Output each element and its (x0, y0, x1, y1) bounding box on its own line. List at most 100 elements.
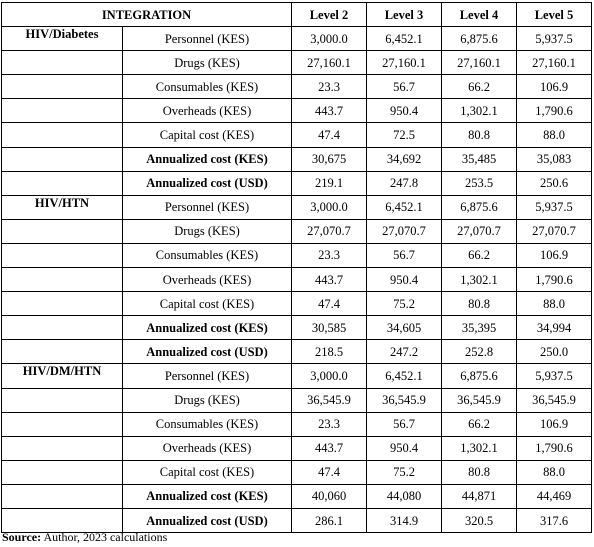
row-label: Annualized cost (USD) (122, 339, 292, 365)
group-spacer (1, 267, 123, 293)
table-row: Annualized cost (USD) 219.1 247.8 253.5 250.… (1, 170, 592, 196)
row-label: Consumables (KES) (122, 411, 292, 437)
cell-level-4: 80.8 (441, 122, 517, 148)
group-spacer (1, 411, 123, 437)
row-label: Annualized cost (KES) (122, 146, 292, 172)
cell-level-4: 1,302.1 (441, 98, 517, 124)
cell-level-4: 6,875.6 (441, 194, 517, 220)
table-row: Overheads (KES) 443.7 950.4 1,302.1 1,790.6 (1, 98, 592, 124)
group-spacer (1, 242, 123, 269)
group-spacer (1, 146, 123, 172)
cell-level-5: 5,937.5 (516, 194, 592, 220)
cell-level-2: 27,070.7 (291, 218, 367, 244)
cell-level-5: 250.0 (516, 339, 592, 365)
group-spacer (1, 170, 123, 196)
header-level-3: Level 3 (366, 1, 442, 28)
cell-level-4: 1,302.1 (441, 267, 517, 293)
table-row: Annualized cost (KES) 30,675 34,692 35,485 3… (1, 146, 592, 172)
cell-level-3: 72.5 (366, 122, 442, 148)
cell-level-3: 950.4 (366, 267, 442, 293)
row-label: Personnel (KES) (122, 26, 292, 52)
cell-level-2: 219.1 (291, 170, 367, 196)
cell-level-5: 5,937.5 (516, 363, 592, 389)
cell-level-3: 36,545.9 (366, 387, 442, 413)
table-row: Annualized cost (USD) 286.1 314.9 320.5 317.… (1, 507, 592, 534)
table-row: Consumables (KES) 23.3 56.7 66.2 106.9 (1, 242, 592, 269)
cell-level-5: 1,790.6 (516, 98, 592, 124)
row-label: Personnel (KES) (122, 363, 292, 389)
cell-level-4: 66.2 (441, 411, 517, 437)
cell-level-3: 6,452.1 (366, 26, 442, 52)
group-spacer (1, 339, 123, 365)
cell-level-5: 5,937.5 (516, 26, 592, 52)
header-integration: INTEGRATION (1, 1, 292, 28)
row-label: Drugs (KES) (122, 387, 292, 413)
table-row: HIV/HTN Personnel (KES) 3,000.0 6,452.1 6,87… (1, 194, 592, 220)
cell-level-2: 47.4 (291, 459, 367, 485)
cell-level-2: 443.7 (291, 98, 367, 124)
cell-level-2: 47.4 (291, 291, 367, 317)
table-row: Drugs (KES) 27,070.7 27,070.7 27,070.7 27,07… (1, 218, 592, 244)
row-label: Annualized cost (KES) (122, 483, 292, 509)
cell-level-5: 1,790.6 (516, 267, 592, 293)
cell-level-4: 320.5 (441, 507, 517, 534)
cell-level-5: 35,083 (516, 146, 592, 172)
cell-level-3: 6,452.1 (366, 363, 442, 389)
cell-level-5: 317.6 (516, 507, 592, 534)
cell-level-3: 950.4 (366, 435, 442, 461)
cell-level-2: 30,675 (291, 146, 367, 172)
cell-level-4: 253.5 (441, 170, 517, 196)
group-spacer (1, 459, 123, 485)
cell-level-5: 250.6 (516, 170, 592, 196)
row-label: Overheads (KES) (122, 435, 292, 461)
row-label: Capital cost (KES) (122, 459, 292, 485)
cell-level-3: 56.7 (366, 242, 442, 269)
cell-level-5: 36,545.9 (516, 387, 592, 413)
cell-level-2: 47.4 (291, 122, 367, 148)
cell-level-4: 80.8 (441, 459, 517, 485)
cell-level-2: 218.5 (291, 339, 367, 365)
table-row: Capital cost (KES) 47.4 75.2 80.8 88.0 (1, 291, 592, 317)
header-level-2: Level 2 (291, 1, 367, 28)
row-label: Annualized cost (USD) (122, 170, 292, 196)
cost-table: INTEGRATION Level 2 Level 3 Level 4 Leve… (1, 1, 592, 534)
row-label: Annualized cost (KES) (122, 315, 292, 341)
source-note: Source: Author, 2023 calculations (2, 530, 167, 545)
cell-level-2: 23.3 (291, 74, 367, 100)
header-row: INTEGRATION Level 2 Level 3 Level 4 Leve… (1, 1, 592, 28)
cell-level-3: 247.8 (366, 170, 442, 196)
cell-level-3: 44,080 (366, 483, 442, 509)
cell-level-4: 44,871 (441, 483, 517, 509)
group-spacer (1, 122, 123, 148)
cell-level-3: 950.4 (366, 98, 442, 124)
source-label: Source: (2, 530, 42, 544)
cell-level-3: 6,452.1 (366, 194, 442, 220)
table-row: Annualized cost (KES) 30,585 34,605 35,395 3… (1, 315, 592, 341)
cell-level-4: 252.8 (441, 339, 517, 365)
group-spacer (1, 74, 123, 100)
source-text: Author, 2023 calculations (41, 530, 168, 544)
table-row: Annualized cost (KES) 40,060 44,080 44,871 4… (1, 483, 592, 509)
cell-level-4: 80.8 (441, 291, 517, 317)
table-row: Drugs (KES) 36,545.9 36,545.9 36,545.9 36,54… (1, 387, 592, 413)
cell-level-3: 27,160.1 (366, 50, 442, 76)
group-spacer (1, 315, 123, 341)
cell-level-3: 75.2 (366, 291, 442, 317)
group-label: HIV/Diabetes (1, 26, 123, 52)
cell-level-4: 1,302.1 (441, 435, 517, 461)
cell-level-5: 27,160.1 (516, 50, 592, 76)
group-spacer (1, 98, 123, 124)
cell-level-2: 3,000.0 (291, 194, 367, 220)
cell-level-5: 88.0 (516, 291, 592, 317)
group-label: HIV/HTN (1, 194, 123, 220)
cell-level-5: 44,469 (516, 483, 592, 509)
row-label: Personnel (KES) (122, 194, 292, 220)
group-label: HIV/DM/HTN (1, 363, 123, 389)
row-label: Overheads (KES) (122, 267, 292, 293)
table-row: Overheads (KES) 443.7 950.4 1,302.1 1,790.6 (1, 267, 592, 293)
cell-level-5: 88.0 (516, 122, 592, 148)
cell-level-3: 247.2 (366, 339, 442, 365)
cell-level-2: 3,000.0 (291, 26, 367, 52)
cell-level-3: 34,605 (366, 315, 442, 341)
cell-level-3: 56.7 (366, 74, 442, 100)
